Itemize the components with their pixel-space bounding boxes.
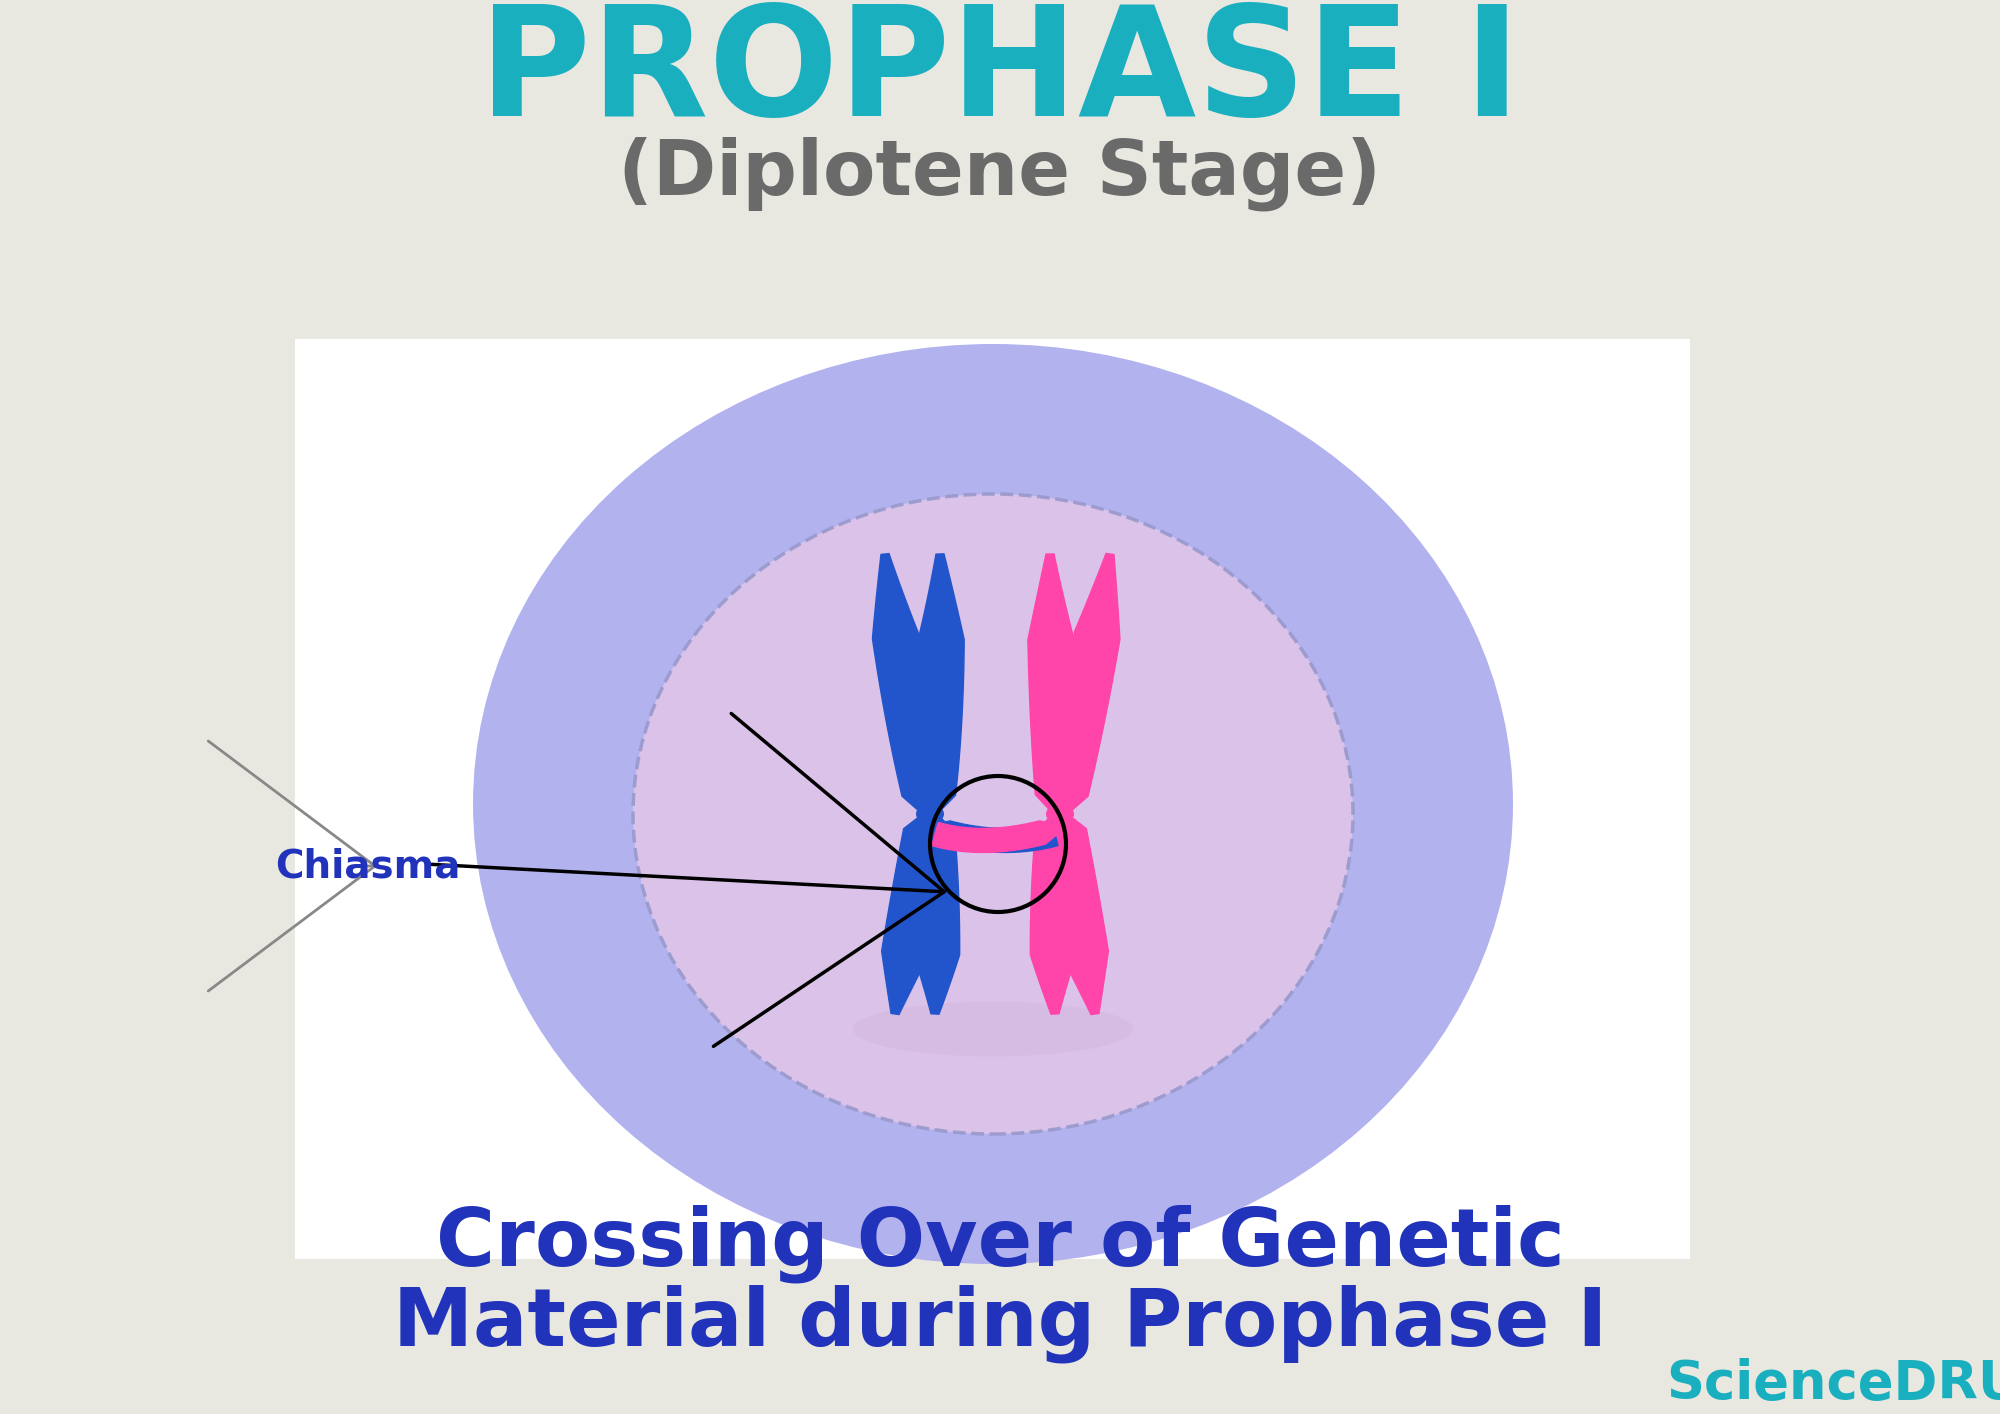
Text: Crossing Over of Genetic: Crossing Over of Genetic (436, 1205, 1564, 1284)
Ellipse shape (852, 1001, 1132, 1056)
Ellipse shape (1046, 805, 1074, 824)
Polygon shape (872, 553, 946, 816)
Polygon shape (1044, 553, 1120, 816)
Polygon shape (882, 813, 948, 1015)
Polygon shape (1028, 554, 1082, 814)
Text: ScienceDRUM: ScienceDRUM (1666, 1357, 2000, 1410)
Ellipse shape (916, 805, 944, 824)
FancyBboxPatch shape (296, 339, 1690, 1258)
Polygon shape (932, 822, 1056, 853)
Polygon shape (910, 554, 964, 814)
Text: Material during Prophase I: Material during Prophase I (392, 1285, 1608, 1363)
Ellipse shape (632, 493, 1352, 1134)
Text: PROPHASE I: PROPHASE I (480, 0, 1520, 148)
Text: Chiasma: Chiasma (276, 847, 460, 885)
Polygon shape (1042, 813, 1108, 1015)
Text: (Diplotene Stage): (Diplotene Stage) (618, 137, 1382, 211)
Polygon shape (1030, 813, 1082, 1014)
Ellipse shape (474, 344, 1514, 1264)
Polygon shape (908, 813, 960, 1014)
Polygon shape (934, 822, 1058, 853)
